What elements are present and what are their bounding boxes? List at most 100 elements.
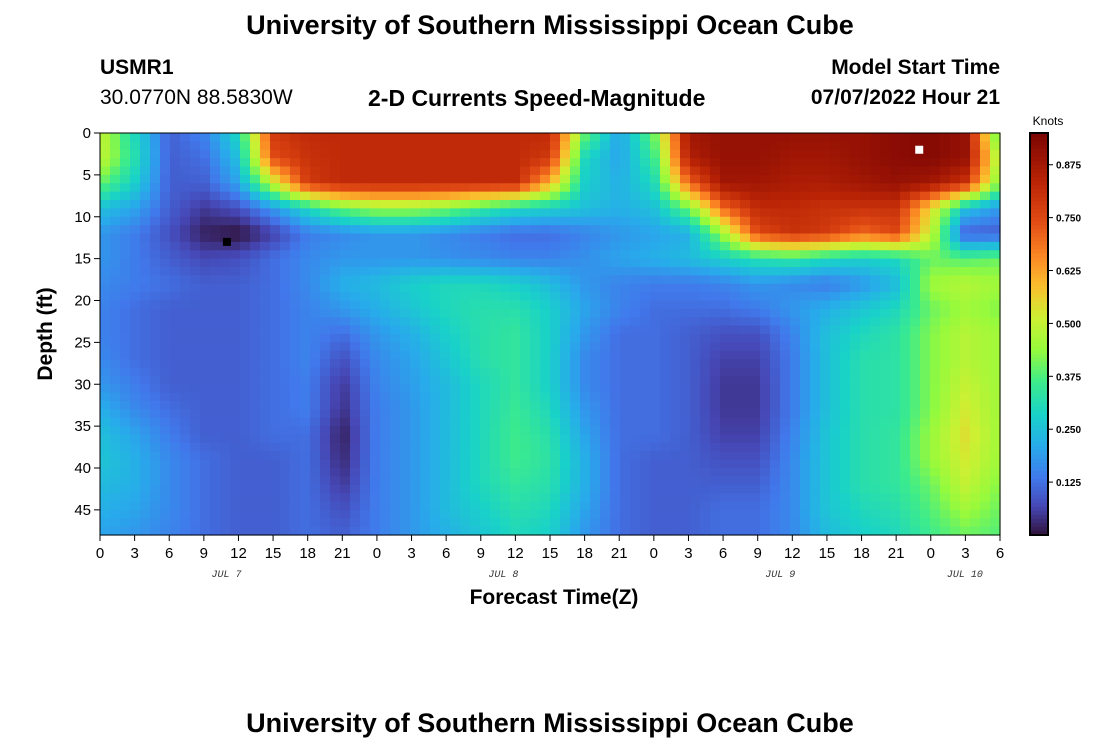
colorbar-step [1030, 193, 1048, 198]
heatmap-cell [120, 325, 131, 335]
heatmap-cell [760, 334, 771, 343]
heatmap-cell [470, 484, 481, 494]
heatmap-cell [560, 484, 571, 494]
heatmap-cell [870, 250, 881, 260]
heatmap-cell [390, 367, 401, 377]
heatmap-cell [290, 166, 301, 176]
heatmap-cell [340, 200, 351, 209]
colorbar-step [1030, 281, 1048, 287]
heatmap-cell [380, 401, 391, 410]
heatmap-cell [610, 417, 621, 427]
heatmap-cell [720, 342, 731, 352]
heatmap-cell [650, 518, 661, 528]
heatmap-cell [570, 359, 581, 369]
heatmap-cell [860, 442, 871, 452]
heatmap-cell [510, 208, 521, 218]
heatmap-cell [520, 158, 531, 168]
heatmap-cell [140, 275, 151, 285]
heatmap-cell [350, 409, 361, 419]
heatmap-cell [610, 208, 621, 218]
heatmap-cell [620, 158, 631, 168]
heatmap-cell [210, 166, 221, 176]
heatmap-cell [800, 350, 811, 360]
heatmap-cell [540, 426, 551, 436]
heatmap-cell [780, 133, 791, 142]
heatmap-cell [480, 526, 491, 536]
heatmap-cell [900, 208, 911, 218]
heatmap-cell [880, 401, 891, 410]
heatmap-cell [920, 409, 931, 419]
heatmap-cell [200, 216, 211, 226]
heatmap-cell [640, 258, 651, 268]
heatmap-cell [530, 183, 541, 193]
heatmap-cell [680, 409, 691, 419]
heatmap-cell [260, 241, 271, 251]
colorbar-step [1030, 530, 1048, 536]
heatmap-cell [810, 375, 821, 385]
heatmap-cell [480, 342, 491, 352]
heatmap-cell [620, 442, 631, 452]
heatmap-cell [440, 459, 451, 469]
heatmap-cell [780, 518, 791, 528]
heatmap-cell [930, 417, 941, 427]
heatmap-cell [120, 300, 131, 310]
heatmap-cell [340, 174, 351, 184]
heatmap-cell [140, 392, 151, 402]
heatmap-cell [770, 174, 781, 184]
heatmap-cell [140, 292, 151, 302]
heatmap-cell [160, 183, 171, 193]
heatmap-cell [970, 225, 981, 235]
heatmap-cell [980, 183, 991, 193]
heatmap-cell [590, 191, 601, 201]
heatmap-cell [310, 484, 321, 494]
heatmap-cell [530, 509, 541, 519]
heatmap-cell [110, 392, 121, 402]
heatmap-cell [580, 501, 591, 511]
heatmap-cell [170, 317, 181, 327]
heatmap-cell [940, 334, 951, 343]
heatmap-cell [820, 191, 831, 201]
heatmap-cell [660, 468, 671, 477]
heatmap-cell [860, 459, 871, 469]
heatmap-cell [530, 191, 541, 201]
heatmap-cell [570, 334, 581, 343]
heatmap-cell [500, 384, 511, 394]
heatmap-cell [180, 451, 191, 461]
heatmap-cell [610, 225, 621, 235]
heatmap-cell [780, 350, 791, 360]
heatmap-cell [800, 375, 811, 385]
heatmap-cell [600, 434, 611, 444]
heatmap-cell [460, 233, 471, 243]
heatmap-cell [630, 292, 641, 302]
heatmap-cell [560, 526, 571, 536]
heatmap-cell [900, 149, 911, 159]
heatmap-cell [350, 451, 361, 461]
heatmap-cell [490, 149, 501, 159]
heatmap-cell [160, 401, 171, 410]
heatmap-cell [570, 342, 581, 352]
heatmap-cell [100, 359, 111, 369]
heatmap-cell [400, 141, 411, 151]
y-axis-title: Depth (ft) [34, 287, 57, 380]
x-tick-label: 18 [299, 545, 316, 562]
heatmap-cell [450, 191, 461, 201]
heatmap-cell [740, 292, 751, 302]
heatmap-cell [940, 442, 951, 452]
heatmap-cell [780, 359, 791, 369]
colorbar-frame [1029, 132, 1049, 536]
heatmap-cell [210, 308, 221, 318]
heatmap-cell [890, 501, 901, 511]
heatmap-cell [450, 141, 461, 151]
heatmap-cell [660, 526, 671, 536]
heatmap-cell [820, 133, 831, 142]
heatmap-cell [360, 484, 371, 494]
heatmap-cell [430, 501, 441, 511]
heatmap-cell [440, 384, 451, 394]
heatmap-cell [520, 250, 531, 260]
heatmap-cell [480, 233, 491, 243]
heatmap-cell [970, 476, 981, 486]
heatmap-cell [810, 183, 821, 193]
heatmap-cell [980, 434, 991, 444]
heatmap-cell [330, 233, 341, 243]
heatmap-cell [230, 459, 241, 469]
